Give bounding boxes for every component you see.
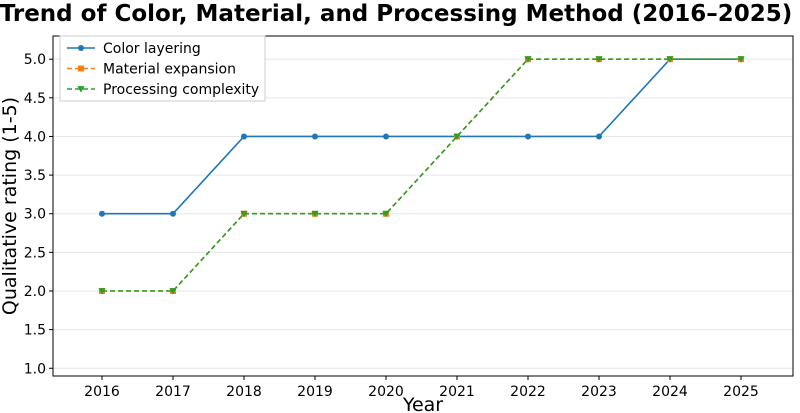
x-tick-label: 2020 [368, 384, 404, 400]
x-tick-label: 2021 [439, 384, 475, 400]
series-line [102, 58, 741, 215]
legend-marker [78, 65, 84, 72]
grid-lines [53, 58, 793, 369]
data-point [737, 56, 745, 63]
data-point [453, 133, 461, 141]
x-tick-label: 2022 [510, 384, 546, 400]
data-point [383, 133, 389, 140]
legend-label: Material expansion [103, 62, 236, 78]
series-2 [98, 56, 745, 295]
series-lines [98, 56, 745, 295]
x-tick-label: 2023 [581, 384, 617, 400]
legend: Color layering Material expansion Processi… [59, 35, 266, 102]
data-point [170, 210, 176, 217]
legend-marker [77, 86, 85, 93]
legend-entry: Color layering [67, 41, 201, 57]
x-tick-label: 2024 [652, 384, 688, 400]
x-tick-label: 2025 [723, 384, 759, 400]
legend-label: Processing complexity [103, 82, 259, 98]
y-tick-label: 3.0 [24, 207, 46, 223]
legend-marker [78, 45, 84, 51]
y-tick-label: 1.0 [24, 361, 46, 377]
data-point [524, 56, 532, 63]
data-point [312, 133, 318, 140]
data-point [525, 133, 531, 140]
legend-label: Color layering [103, 41, 201, 57]
y-tick-label: 3.5 [24, 168, 46, 184]
legend-entry: Processing complexity [67, 82, 259, 98]
data-point [98, 288, 106, 295]
y-tick-label: 2.5 [24, 245, 46, 261]
x-tick-label: 2016 [84, 384, 120, 400]
data-point [311, 210, 319, 218]
data-point [382, 210, 390, 218]
data-point [666, 56, 674, 63]
plot-area [52, 35, 794, 377]
data-point [595, 56, 603, 63]
series-line [102, 58, 741, 292]
x-tick-label: 2019 [297, 384, 333, 400]
y-axis-label: Qualitative rating (1-5) [0, 97, 21, 315]
y-tick-label: 5.0 [24, 52, 46, 68]
axis-ticks: 1.0 1.5 2.0 2.5 3.0 3.5 4.0 4.5 5.0 2016 2017 2018 2… [24, 52, 759, 400]
y-tick-label: 4.0 [24, 129, 46, 145]
y-tick-label: 4.5 [24, 91, 46, 107]
y-tick-label: 2.0 [24, 284, 46, 300]
legend-entry: Material expansion [67, 62, 236, 78]
x-axis-label: Year [402, 394, 443, 413]
data-point [99, 210, 105, 217]
data-point [169, 288, 177, 295]
data-point [240, 210, 248, 218]
x-tick-label: 2017 [155, 384, 191, 400]
x-tick-label: 2018 [226, 384, 262, 400]
y-tick-label: 1.5 [24, 323, 46, 339]
data-point [241, 133, 247, 140]
data-point [596, 133, 602, 140]
chart-title: Trend of Color, Material, and Processing… [0, 1, 792, 27]
